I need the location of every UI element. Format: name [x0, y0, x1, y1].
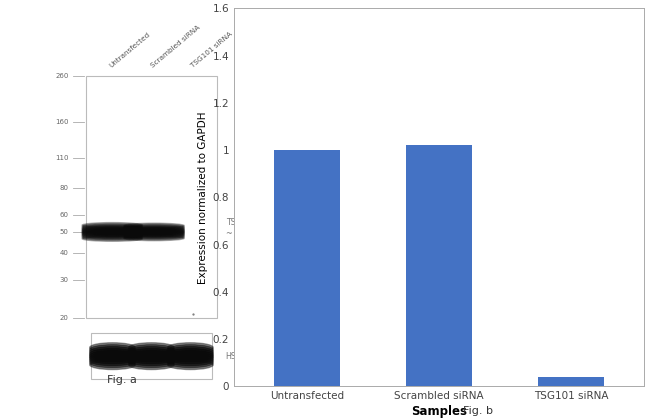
Ellipse shape — [82, 224, 142, 229]
Text: 50: 50 — [60, 229, 68, 235]
Ellipse shape — [82, 234, 142, 239]
Text: Fig. a: Fig. a — [107, 375, 136, 385]
Ellipse shape — [90, 356, 135, 366]
Ellipse shape — [124, 231, 184, 236]
Ellipse shape — [82, 235, 142, 240]
Ellipse shape — [129, 356, 174, 366]
Ellipse shape — [124, 234, 184, 239]
FancyBboxPatch shape — [90, 333, 213, 379]
Ellipse shape — [129, 358, 174, 368]
Ellipse shape — [129, 352, 174, 362]
Ellipse shape — [90, 346, 135, 356]
Ellipse shape — [129, 349, 174, 358]
Ellipse shape — [129, 346, 174, 356]
X-axis label: Samples: Samples — [411, 405, 467, 418]
Ellipse shape — [90, 349, 135, 358]
Ellipse shape — [82, 225, 142, 230]
Ellipse shape — [168, 358, 213, 368]
Ellipse shape — [124, 227, 184, 231]
Ellipse shape — [90, 343, 135, 352]
Ellipse shape — [82, 226, 142, 231]
Text: Scrambled siRNA: Scrambled siRNA — [150, 24, 202, 69]
Ellipse shape — [90, 352, 135, 362]
Ellipse shape — [129, 345, 174, 354]
Ellipse shape — [82, 233, 142, 238]
Text: 160: 160 — [55, 119, 68, 125]
Bar — [274, 150, 340, 386]
Ellipse shape — [124, 224, 184, 229]
Ellipse shape — [129, 350, 174, 360]
Ellipse shape — [168, 350, 213, 360]
Ellipse shape — [168, 354, 213, 364]
Ellipse shape — [129, 360, 174, 370]
Ellipse shape — [90, 354, 135, 364]
Text: 30: 30 — [59, 277, 68, 283]
Text: Fig. b: Fig. b — [463, 406, 493, 416]
Text: 80: 80 — [59, 185, 68, 191]
Ellipse shape — [129, 354, 174, 364]
Ellipse shape — [124, 236, 184, 241]
Ellipse shape — [82, 223, 142, 228]
Ellipse shape — [90, 350, 135, 360]
FancyBboxPatch shape — [86, 76, 216, 318]
Ellipse shape — [168, 352, 213, 362]
Ellipse shape — [168, 356, 213, 366]
Text: 110: 110 — [55, 155, 68, 160]
Ellipse shape — [82, 236, 142, 241]
Bar — [538, 377, 604, 386]
Text: TSG101 siRNA: TSG101 siRNA — [189, 31, 233, 69]
Ellipse shape — [168, 360, 213, 370]
Ellipse shape — [124, 230, 184, 235]
Ellipse shape — [90, 345, 135, 354]
Text: 260: 260 — [55, 74, 68, 79]
Text: 40: 40 — [60, 250, 68, 256]
Text: TSG101
~ 44 kDa: TSG101 ~ 44 kDa — [226, 218, 263, 238]
Ellipse shape — [82, 230, 142, 235]
Ellipse shape — [168, 346, 213, 356]
Ellipse shape — [124, 226, 184, 230]
Ellipse shape — [124, 229, 184, 234]
Ellipse shape — [124, 228, 184, 233]
Ellipse shape — [82, 231, 142, 236]
Ellipse shape — [124, 232, 184, 237]
Ellipse shape — [129, 343, 174, 352]
Ellipse shape — [168, 343, 213, 352]
Ellipse shape — [124, 223, 184, 228]
Y-axis label: Expression normalized to GAPDH: Expression normalized to GAPDH — [198, 111, 209, 284]
Text: HSP70: HSP70 — [226, 352, 252, 361]
Ellipse shape — [168, 349, 213, 358]
Ellipse shape — [82, 228, 142, 233]
Text: 60: 60 — [59, 212, 68, 218]
Ellipse shape — [90, 360, 135, 370]
Text: 20: 20 — [60, 315, 68, 321]
Ellipse shape — [124, 235, 184, 239]
Ellipse shape — [90, 358, 135, 368]
Ellipse shape — [82, 229, 142, 234]
Text: Untransfected: Untransfected — [109, 32, 151, 69]
Ellipse shape — [168, 345, 213, 354]
Bar — [406, 145, 472, 386]
